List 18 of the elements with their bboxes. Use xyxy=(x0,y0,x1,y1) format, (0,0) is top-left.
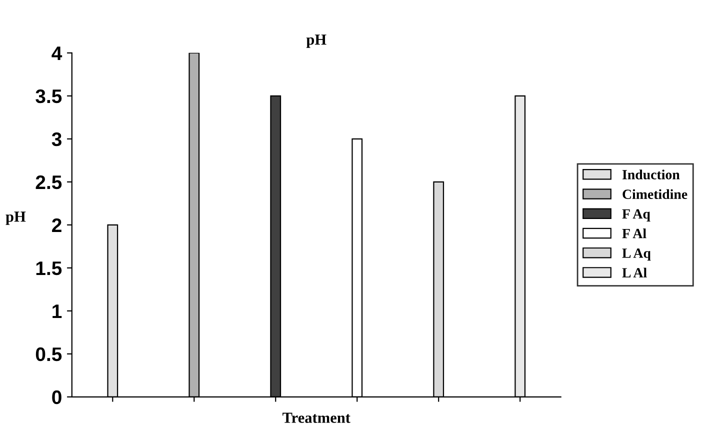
y-tick-label: 0.5 xyxy=(36,347,62,362)
y-tick-label: 0 xyxy=(52,390,62,404)
y-tick-label: 2 xyxy=(52,218,62,232)
legend-label: F Aq xyxy=(622,209,650,222)
legend-label: Induction xyxy=(622,170,680,180)
y-axis-title: pH xyxy=(6,212,26,225)
y-tick-label: 4 xyxy=(52,46,62,60)
legend-label: L Al xyxy=(622,268,647,278)
legend-label: F Al xyxy=(622,228,646,238)
y-tick-label: 3.5 xyxy=(36,89,62,104)
y-tick-label: 3 xyxy=(52,132,62,146)
y-tick-label: 1 xyxy=(52,304,62,318)
legend-label: L Aq xyxy=(622,248,651,261)
y-tick-label: 1.5 xyxy=(36,262,62,276)
legend-label: Cimetidine xyxy=(622,189,688,199)
chart-title: pH xyxy=(306,34,326,48)
x-axis-title: Treatment xyxy=(282,412,350,423)
y-tick-label: 2.5 xyxy=(36,175,62,190)
